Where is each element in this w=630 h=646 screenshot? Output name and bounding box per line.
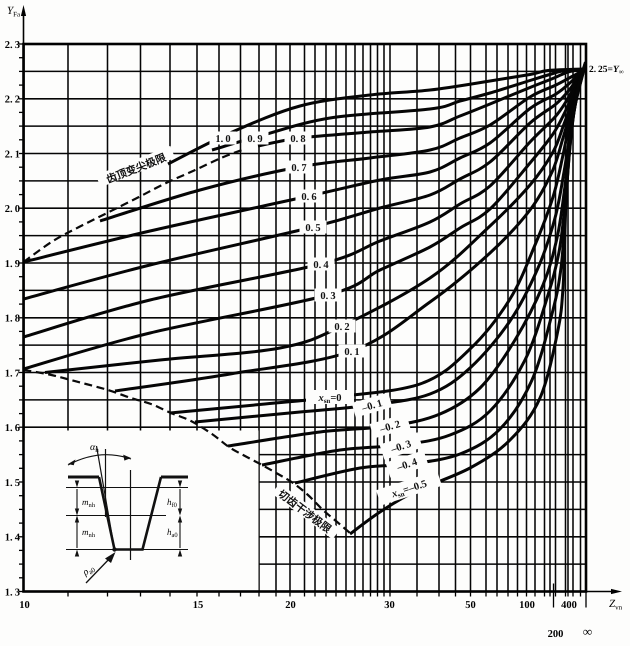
svg-text:1. 7: 1. 7 (5, 368, 20, 379)
svg-text:100: 100 (519, 600, 535, 611)
svg-text:50: 50 (465, 600, 476, 611)
svg-text:200: 200 (548, 629, 564, 640)
svg-text:2. 3: 2. 3 (5, 40, 20, 51)
svg-text:1. 5: 1. 5 (5, 478, 20, 489)
svg-text:∞: ∞ (583, 624, 592, 639)
svg-text:2. 1: 2. 1 (5, 149, 20, 160)
svg-text:0. 8: 0. 8 (290, 134, 305, 145)
svg-text:10: 10 (19, 600, 30, 611)
svg-text:1. 3: 1. 3 (5, 587, 20, 598)
svg-text:xsn=0: xsn=0 (317, 393, 341, 405)
svg-text:1. 9: 1. 9 (5, 259, 20, 270)
svg-text:1. 4: 1. 4 (5, 533, 21, 544)
svg-text:2. 0: 2. 0 (5, 204, 20, 215)
svg-text:20: 20 (285, 600, 296, 611)
svg-text:1. 8: 1. 8 (5, 314, 20, 325)
svg-text:15: 15 (193, 600, 204, 611)
svg-text:0. 4: 0. 4 (313, 260, 329, 271)
svg-text:αn: αn (90, 442, 99, 454)
svg-text:1. 6: 1. 6 (5, 423, 20, 434)
svg-text:30: 30 (384, 600, 395, 611)
svg-text:0. 2: 0. 2 (334, 322, 349, 333)
svg-text:2. 2: 2. 2 (5, 95, 20, 106)
svg-text:0. 5: 0. 5 (305, 223, 320, 234)
svg-text:0. 3: 0. 3 (320, 291, 335, 302)
svg-text:1. 0: 1. 0 (215, 134, 230, 145)
svg-text:0. 7: 0. 7 (291, 163, 306, 174)
svg-text:0. 1: 0. 1 (344, 347, 359, 358)
svg-text:0. 6: 0. 6 (301, 192, 316, 203)
svg-text:0. 9: 0. 9 (247, 134, 262, 145)
svg-text:2. 25=Y∞: 2. 25=Y∞ (589, 65, 624, 76)
svg-text:400: 400 (561, 600, 577, 611)
svg-text:hf0: hf0 (167, 497, 177, 509)
svg-text:ha0: ha0 (167, 527, 178, 539)
